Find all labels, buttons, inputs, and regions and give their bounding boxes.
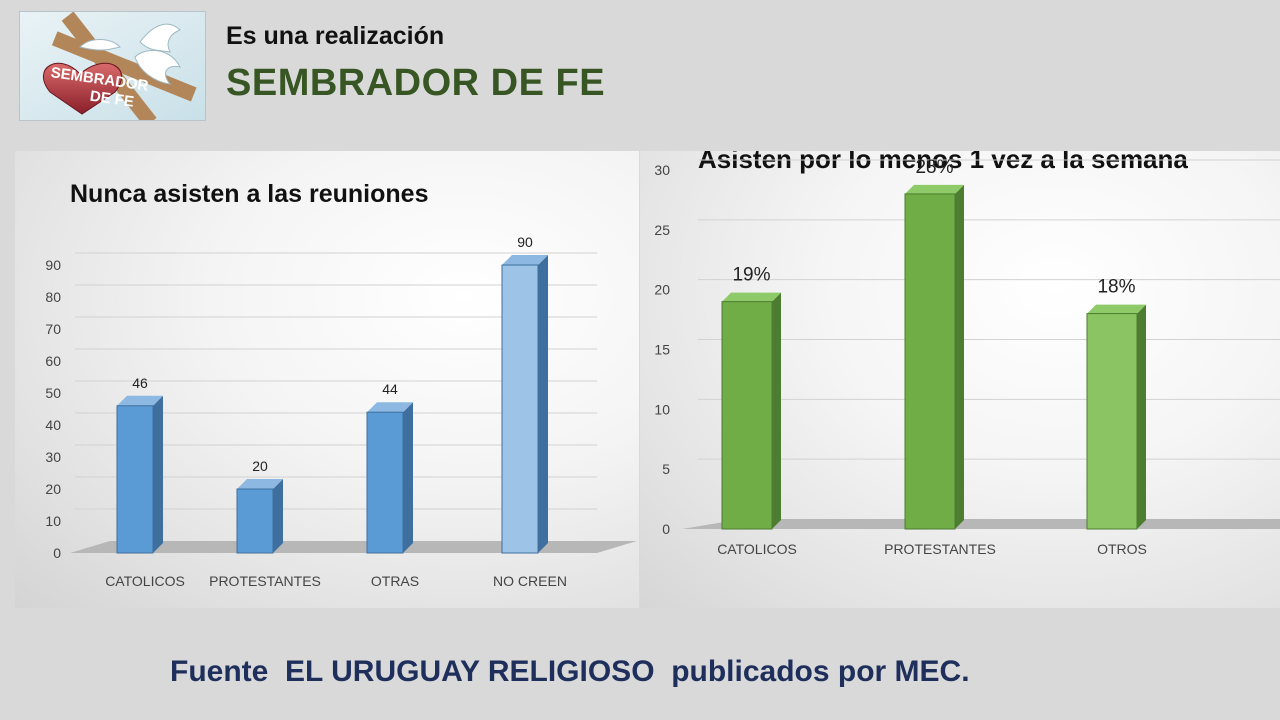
x-category-label: CATOLICOS <box>105 573 185 589</box>
bar-protestantes <box>904 184 964 530</box>
y-tick-label: 25 <box>654 222 670 238</box>
y-tick-label: 0 <box>53 545 61 561</box>
bar-front <box>366 411 404 554</box>
bar-front <box>721 301 773 530</box>
chart-title: Nunca asisten a las reuniones <box>70 180 428 208</box>
bar-side <box>153 395 163 553</box>
data-label: 28% <box>915 157 953 178</box>
bar-side <box>772 292 781 529</box>
data-label: 44 <box>382 381 398 397</box>
chart-nunca-asisten: Nunca asisten a las reuniones 0 10 20 30 40 50… <box>45 180 637 589</box>
bar-top <box>502 255 548 265</box>
bar-top <box>1087 304 1146 314</box>
chart-title: Asisten por lo menos 1 vez a la semana <box>698 151 1188 174</box>
x-category-label: PROTESTANTES <box>884 541 996 557</box>
bar-side <box>955 184 964 529</box>
bar-top <box>722 292 781 302</box>
y-tick-label: 40 <box>45 417 61 433</box>
bar-catolicos <box>721 292 781 530</box>
y-tick-label: 10 <box>654 401 670 417</box>
y-tick-label: 70 <box>45 321 61 337</box>
bar-otras <box>366 402 413 554</box>
sembrador-logo: SEMBRADOR DE FE <box>19 11 206 121</box>
y-tick-label: 30 <box>654 162 670 178</box>
data-label: 90 <box>517 234 533 250</box>
x-category-label: OTROS <box>1097 541 1147 557</box>
x-category-label: OTRAS <box>371 573 419 589</box>
data-label: 20 <box>252 458 268 474</box>
header-title: SEMBRADOR DE FE <box>226 62 606 104</box>
bar-side <box>403 402 413 553</box>
bar-side <box>538 255 548 553</box>
y-tick-label: 60 <box>45 353 61 369</box>
dove-icon <box>79 23 181 85</box>
y-tick-label: 10 <box>45 513 61 529</box>
heart-icon <box>43 62 122 115</box>
y-tick-label: 50 <box>45 385 61 401</box>
bar-top <box>117 395 163 406</box>
bar-otros <box>1086 304 1146 530</box>
bar-front <box>236 488 274 554</box>
y-tick-label: 30 <box>45 449 61 465</box>
y-tick-label: 5 <box>662 461 670 477</box>
bar-side <box>1137 304 1146 529</box>
bar-top <box>905 184 964 194</box>
bar-no-creen <box>501 255 548 554</box>
x-category-label: PROTESTANTES <box>209 573 321 589</box>
data-label: 46 <box>132 375 148 391</box>
logo-text-line2: DE FE <box>89 88 135 111</box>
chart-panel-nunca: Nunca asisten a las reuniones 0 10 20 30 40 50… <box>15 151 639 608</box>
source-footer: Fuente EL URUGUAY RELIGIOSO publicados p… <box>170 655 970 688</box>
y-tick-label: 20 <box>45 481 61 497</box>
bar-front <box>501 264 539 554</box>
data-label: 19% <box>732 265 770 286</box>
data-label: 18% <box>1097 277 1135 298</box>
y-tick-label: 15 <box>654 342 670 358</box>
y-tick-label: 90 <box>45 257 61 273</box>
chart-panel-semana: Asisten por lo menos 1 vez a la semana 0 5… <box>640 151 1280 608</box>
bar-top <box>237 479 283 489</box>
chart-asisten-semana: Asisten por lo menos 1 vez a la semana 0 5… <box>654 151 1280 557</box>
y-tick-label: 20 <box>654 282 670 298</box>
header-subtitle: Es una realización <box>226 22 445 50</box>
bar-protestantes <box>236 479 283 554</box>
bar-front <box>1086 313 1138 530</box>
bar-front <box>904 193 956 530</box>
x-category-label: NO CREEN <box>493 573 567 589</box>
bar-side <box>273 479 283 553</box>
chart-floor <box>70 541 637 553</box>
bar-front <box>116 405 154 554</box>
y-tick-label: 80 <box>45 289 61 305</box>
bar-catolicos <box>116 395 163 554</box>
y-tick-label: 0 <box>662 521 670 537</box>
x-category-label: CATOLICOS <box>717 541 797 557</box>
bar-top <box>367 402 413 413</box>
